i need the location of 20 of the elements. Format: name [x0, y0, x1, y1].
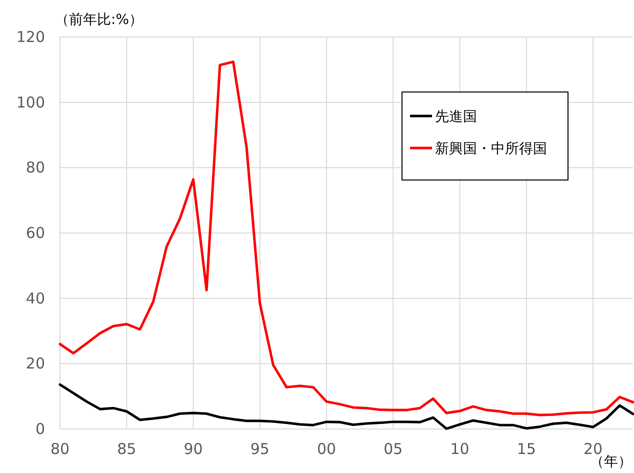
- x-tick-label: 80: [50, 440, 70, 458]
- y-tick-label: 120: [16, 28, 45, 46]
- y-tick-label: 40: [26, 289, 45, 308]
- x-tick-label: 05: [384, 440, 403, 458]
- y-tick-label: 0: [35, 420, 45, 438]
- x-tick-label: 85: [117, 440, 136, 458]
- y-tick-label: 20: [26, 354, 45, 373]
- legend-label: 先進国: [435, 109, 477, 125]
- x-tick-label: 10: [450, 440, 470, 458]
- y-tick-label: 100: [16, 93, 45, 112]
- y-tick-label: 80: [26, 158, 45, 177]
- line-series: [58, 60, 634, 416]
- x-tick-label: 15: [516, 440, 536, 458]
- line-series: [58, 383, 634, 430]
- x-tick-label: 90: [184, 440, 203, 458]
- y-tick-label: 60: [26, 224, 45, 242]
- y-axis-title: （前年比:%）: [55, 12, 144, 28]
- x-tick-label: 95: [250, 440, 270, 458]
- legend-label: 新興国・中所得国: [435, 141, 547, 157]
- x-tick-label: 00: [316, 440, 336, 458]
